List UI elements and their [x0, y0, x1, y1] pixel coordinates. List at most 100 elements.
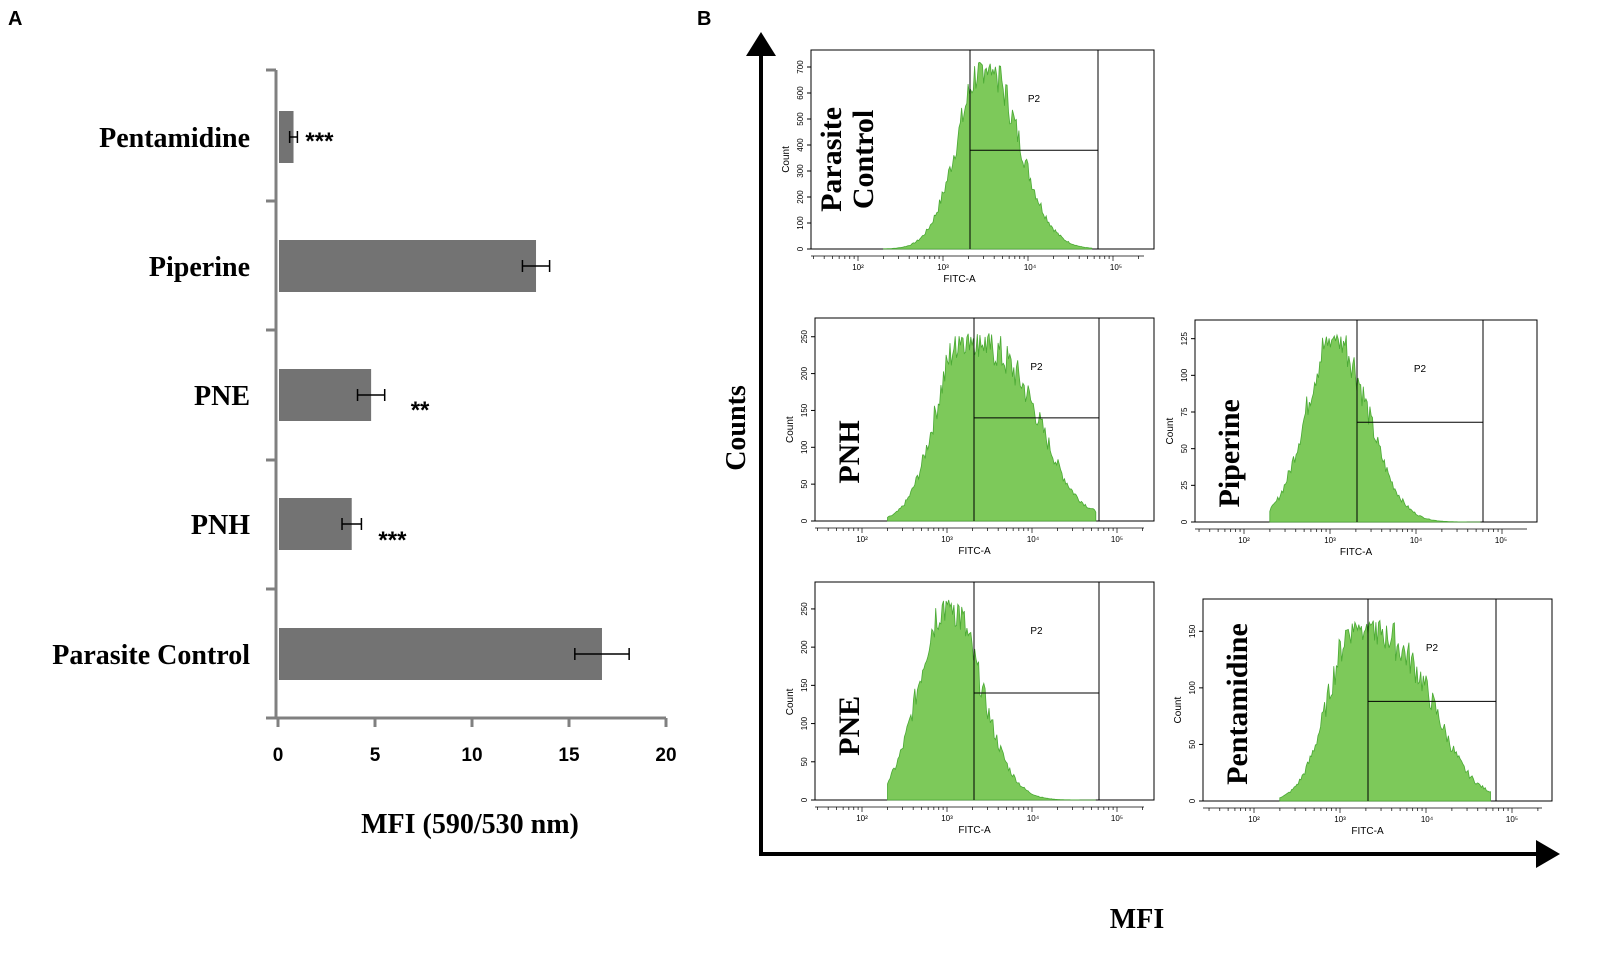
- counts-axis-title: Counts: [721, 385, 752, 471]
- category-label: PNH: [191, 510, 250, 541]
- bar: [279, 628, 602, 680]
- counts-axis-arrow: [746, 32, 776, 56]
- x-tick-label: 0: [273, 745, 284, 766]
- x-decade-label: 10³: [941, 535, 953, 544]
- sample-name: PNE: [833, 696, 866, 756]
- sample-name-line: Control: [847, 110, 880, 209]
- sample-name: Piperine: [1213, 399, 1246, 507]
- mfi-axis-title: MFI: [1110, 904, 1164, 935]
- x-decade-label: 10²: [856, 535, 868, 544]
- y-axis-label: Count: [781, 146, 792, 173]
- histogram-panel: CountsMFIP20100200300400500600700Count10…: [721, 32, 1560, 935]
- x-decade-label: 10⁵: [1111, 535, 1123, 544]
- x-decade-label: 10²: [1238, 536, 1250, 545]
- y-tick-label: 100: [1180, 368, 1189, 382]
- y-tick-label: 0: [796, 246, 805, 251]
- bar: [279, 369, 372, 421]
- histogram-plot: P2 0 50 100 150 Count 10² 10³ 10⁴ 10⁵ FITC-A Pentam…: [1173, 598, 1553, 837]
- y-axis-label: Count: [785, 416, 796, 443]
- significance-marker: ***: [378, 527, 407, 554]
- category-label: Pentamidine: [99, 123, 250, 154]
- category-label: PNE: [194, 381, 250, 412]
- y-tick-label: 150: [800, 403, 809, 417]
- x-decade-label: 10⁵: [1495, 536, 1507, 545]
- y-tick-label: 100: [800, 440, 809, 454]
- y-tick-label: 0: [1180, 519, 1189, 524]
- gate-label: P2: [1030, 626, 1043, 637]
- y-tick-label: 0: [800, 797, 809, 802]
- x-decade-label: 10⁴: [1024, 263, 1037, 272]
- y-tick-label: 200: [796, 190, 805, 204]
- gate-label: P2: [1030, 362, 1043, 373]
- x-decade-label: 10³: [941, 814, 953, 823]
- sample-name: Pentamidine: [1221, 623, 1254, 785]
- sample-name: PNH: [833, 420, 866, 483]
- x-decade-label: 10³: [1334, 815, 1346, 824]
- significance-marker: **: [411, 397, 430, 424]
- x-decade-label: 10⁵: [1110, 263, 1122, 272]
- y-tick-label: 75: [1180, 407, 1189, 416]
- y-tick-label: 200: [800, 366, 809, 380]
- y-tick-label: 300: [796, 164, 805, 178]
- x-decade-label: 10⁴: [1027, 814, 1040, 823]
- x-decade-label: 10²: [856, 814, 868, 823]
- y-tick-label: 50: [1180, 444, 1189, 453]
- histogram-area: [1269, 333, 1481, 523]
- histogram-plot: P2 0 50 100 150 200 250 Count 10² 10³ 10⁴ 10⁵ FITC-A…: [785, 317, 1155, 557]
- y-tick-label: 50: [800, 479, 809, 488]
- panel-b-label: B: [697, 8, 711, 30]
- x-tick-label: 5: [370, 745, 381, 766]
- significance-marker: ***: [305, 128, 334, 155]
- y-tick-label: 50: [1188, 739, 1197, 748]
- x-decade-label: 10⁵: [1506, 815, 1518, 824]
- category-label: Piperine: [149, 252, 250, 283]
- y-tick-label: 0: [1188, 798, 1197, 803]
- histogram-area: [883, 61, 1093, 250]
- x-tick-label: 10: [461, 745, 482, 766]
- gate-label: P2: [1028, 94, 1041, 105]
- category-label: Parasite Control: [52, 640, 250, 671]
- bar: [279, 498, 352, 550]
- y-tick-label: 100: [800, 716, 809, 730]
- histogram-area: [1279, 619, 1491, 802]
- y-tick-label: 250: [800, 602, 809, 616]
- y-tick-label: 0: [800, 518, 809, 523]
- x-decade-label: 10⁴: [1410, 536, 1423, 545]
- histogram-plot: P2 0 25 50 75 100 125 Count 10² 10³ 10⁴ 10⁵ FITC-A Pi…: [1165, 319, 1538, 558]
- x-decade-label: 10⁴: [1027, 535, 1040, 544]
- y-axis-label: Count: [785, 688, 796, 715]
- y-tick-label: 250: [800, 330, 809, 344]
- y-tick-label: 200: [800, 640, 809, 654]
- x-axis-label: FITC-A: [958, 825, 991, 836]
- y-tick-label: 400: [796, 138, 805, 152]
- gate-label: P2: [1426, 643, 1439, 654]
- x-tick-label: 20: [655, 745, 676, 766]
- gate-label: P2: [1414, 364, 1427, 375]
- x-tick-label: 15: [558, 745, 580, 766]
- histogram-plot: P2 0 100 200 300 400 500 600 700 Count 10² 10³ 10⁴ 10…: [781, 49, 1155, 285]
- bar: [279, 240, 537, 292]
- x-axis-label: FITC-A: [1351, 826, 1384, 837]
- x-decade-label: 10⁴: [1421, 815, 1434, 824]
- histogram-area: [887, 599, 1096, 801]
- y-tick-label: 25: [1180, 480, 1189, 489]
- x-axis-label: FITC-A: [958, 546, 991, 557]
- x-decade-label: 10³: [937, 263, 949, 272]
- y-axis-label: Count: [1173, 697, 1184, 724]
- bar: [279, 111, 294, 163]
- mfi-axis-arrow: [1536, 840, 1560, 868]
- bar-chart: 0 5 10 15 20 MFI (590/530 nm) Pentamidine *** Pi…: [52, 68, 677, 840]
- sample-name-line: Parasite: [815, 107, 848, 212]
- y-tick-label: 600: [796, 86, 805, 100]
- x-decade-label: 10²: [852, 263, 864, 272]
- y-tick-label: 100: [796, 216, 805, 230]
- x-decade-label: 10⁵: [1111, 814, 1123, 823]
- y-tick-label: 50: [800, 757, 809, 766]
- y-axis-label: Count: [1165, 418, 1176, 445]
- x-decade-label: 10²: [1248, 815, 1260, 824]
- y-tick-label: 100: [1188, 681, 1197, 695]
- x-axis-label: FITC-A: [943, 274, 976, 285]
- x-axis-label: FITC-A: [1340, 547, 1373, 558]
- y-tick-label: 500: [796, 112, 805, 126]
